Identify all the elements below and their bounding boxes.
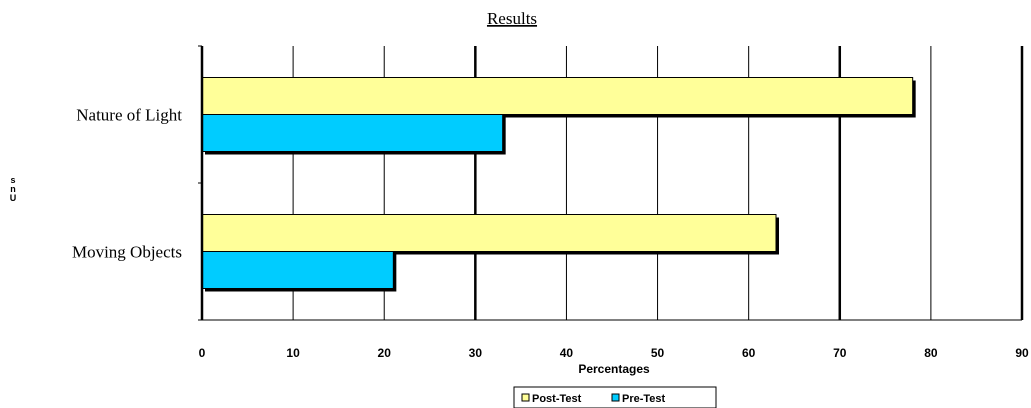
legend-swatch (611, 393, 620, 402)
bar-pre-test-1 (201, 114, 504, 152)
x-axis-label: Percentages (578, 362, 650, 376)
x-tick-label: 60 (742, 346, 756, 360)
y-axis-label-glyph: n (10, 184, 16, 194)
bars (201, 77, 916, 292)
x-tick-label: 10 (286, 346, 300, 360)
bar-post-test-1 (201, 77, 914, 115)
y-axis-label-glyph: U (10, 193, 17, 203)
legend-swatch (521, 393, 530, 402)
x-tick-label: 70 (833, 346, 847, 360)
y-axis-label: snU (10, 175, 17, 203)
x-tick-label: 20 (378, 346, 392, 360)
gridlines (292, 46, 1024, 320)
category-label: Moving Objects (72, 243, 182, 262)
category-labels: Nature of Light Moving Objects (72, 106, 182, 262)
bar-post-test-2 (201, 214, 777, 252)
x-tick-label: 80 (924, 346, 938, 360)
x-tick-label: 30 (469, 346, 483, 360)
legend-label: Pre-Test (622, 393, 666, 405)
legend-label: Post-Test (532, 393, 582, 405)
x-tick-labels: 0 10 20 30 40 50 60 70 80 90 (199, 346, 1029, 360)
y-axis-label-glyph: s (10, 175, 15, 185)
category-label: Nature of Light (76, 106, 182, 125)
axes (198, 45, 1022, 321)
x-tick-label: 50 (651, 346, 665, 360)
chart-title: Results (487, 9, 537, 28)
x-tick-label: 0 (199, 346, 206, 360)
legend: Post-Test Pre-Test (513, 386, 717, 408)
x-tick-label: 40 (560, 346, 574, 360)
x-tick-label: 90 (1015, 346, 1029, 360)
bar-pre-test-2 (201, 251, 394, 289)
